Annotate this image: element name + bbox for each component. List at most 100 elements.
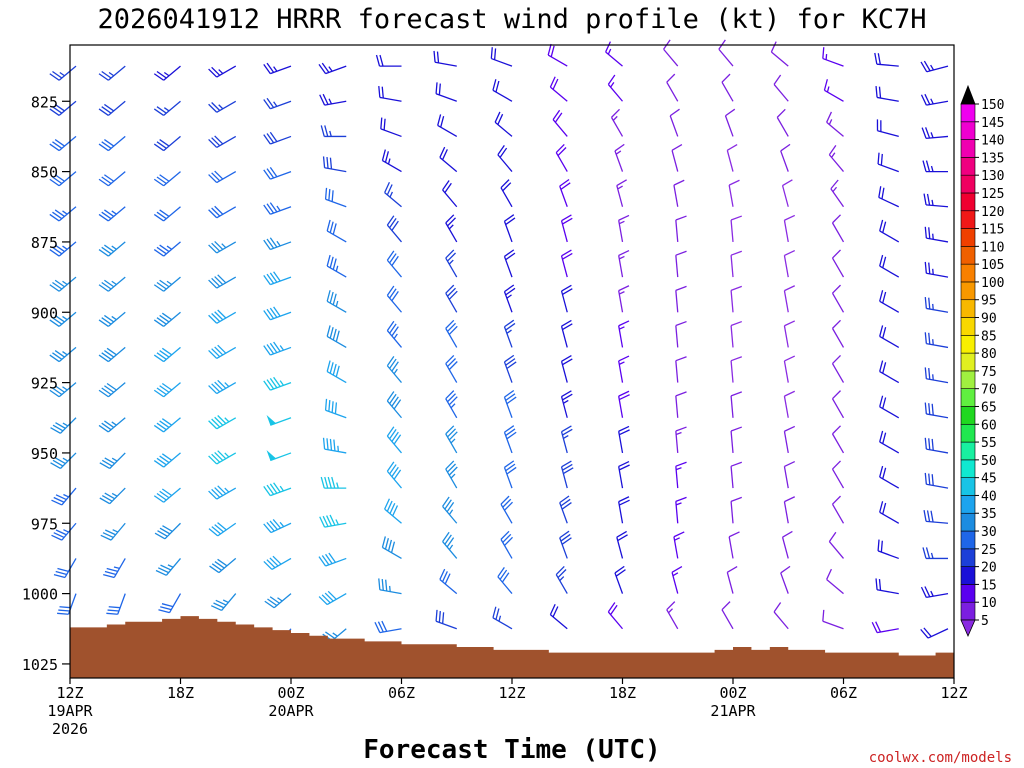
barb-staff (326, 265, 347, 278)
barb-half-feather (111, 492, 118, 497)
barb-full-feather (504, 389, 515, 398)
barb-full-feather (49, 319, 60, 327)
wind-barb (675, 285, 687, 313)
barb-full-feather (217, 485, 227, 495)
barb-full-feather (561, 460, 572, 468)
barb-full-feather (49, 354, 60, 363)
barb-full-feather (211, 563, 222, 571)
barb-full-feather (98, 424, 109, 433)
barb-full-feather (156, 106, 167, 114)
barb-staff (926, 135, 949, 139)
barb-full-feather (444, 182, 452, 193)
wind-barb (728, 179, 740, 207)
barb-half-feather (619, 361, 625, 365)
barb-staff (270, 241, 292, 251)
barb-full-feather (52, 352, 63, 360)
barb-full-feather (208, 174, 218, 184)
barb-full-feather (161, 382, 173, 391)
barb-full-feather (437, 114, 442, 126)
barb-staff (831, 222, 845, 243)
barb-staff (730, 360, 734, 383)
barb-full-feather (331, 190, 334, 202)
barb-full-feather (393, 399, 402, 410)
wind-barb (552, 109, 568, 137)
barb-full-feather (161, 488, 173, 497)
wind-barb (49, 135, 77, 152)
barb-full-feather (52, 387, 63, 396)
barb-staff (386, 330, 402, 348)
barb-staff (876, 589, 899, 595)
barb-full-feather (153, 284, 165, 292)
wind-barb (445, 354, 458, 383)
barb-staff (503, 326, 513, 348)
barb-half-feather (328, 66, 333, 72)
wind-barb (263, 237, 292, 251)
barb-half-feather (166, 280, 173, 286)
wind-barb (922, 160, 948, 173)
barb-full-feather (335, 330, 340, 342)
barb-staff (926, 100, 949, 106)
barb-full-feather (386, 320, 395, 331)
barb-staff (730, 501, 734, 524)
barb-full-feather (214, 170, 224, 180)
wind-barb (776, 108, 789, 137)
wind-barb (503, 284, 516, 313)
barb-full-feather (264, 600, 275, 609)
colorbar-label: 110 (981, 240, 1004, 255)
barb-staff (58, 100, 77, 116)
wind-barb (783, 355, 796, 383)
barb-full-feather (217, 522, 227, 531)
wind-barb (920, 60, 949, 73)
credit-text: coolwx.com/models (869, 750, 1012, 766)
barb-full-feather (269, 202, 278, 213)
barb-full-feather (669, 108, 680, 117)
barb-staff (726, 572, 734, 594)
wind-barb (445, 425, 458, 454)
barb-full-feather (266, 484, 275, 495)
barb-full-feather (384, 498, 391, 510)
barb-full-feather (920, 94, 927, 106)
barb-full-feather (673, 531, 685, 538)
barb-full-feather (922, 547, 927, 559)
barb-full-feather (925, 127, 931, 139)
barb-full-feather (159, 385, 170, 393)
barb-staff (607, 83, 623, 102)
barb-staff (879, 476, 900, 489)
barb-full-feather (495, 80, 500, 93)
wind-barb (673, 179, 685, 207)
barb-staff (445, 292, 458, 313)
barb-full-feather (776, 108, 786, 118)
wind-barb (155, 558, 181, 576)
barb-staff (831, 398, 845, 419)
barb-full-feather (211, 383, 221, 393)
barb-full-feather (269, 557, 279, 567)
barb-full-feather (156, 352, 167, 360)
barb-full-feather (444, 573, 451, 585)
barb-half-feather (111, 421, 117, 426)
chart-title: 2026041912 HRRR forecast wind profile (k… (97, 4, 926, 35)
wind-barb (559, 530, 572, 559)
barb-full-feather (882, 467, 887, 480)
barb-full-feather (385, 579, 388, 592)
wind-barb (876, 119, 899, 138)
wind-barb (831, 460, 845, 489)
barb-full-feather (504, 249, 515, 257)
barb-full-feather (504, 536, 513, 546)
y-tick-label: 875 (31, 234, 58, 252)
barb-full-feather (269, 596, 280, 604)
barb-staff (730, 395, 734, 418)
barb-half-feather (930, 590, 934, 597)
wind-barb (49, 346, 77, 363)
barb-staff (781, 185, 789, 207)
barb-staff (442, 189, 458, 208)
barb-full-feather (448, 466, 458, 476)
barb-full-feather (928, 332, 931, 345)
barb-half-feather (163, 71, 170, 77)
barb-staff (560, 220, 568, 243)
barb-full-feather (832, 319, 841, 329)
wind-barb (49, 65, 77, 81)
colorbar-label: 100 (981, 276, 1004, 291)
wind-barb (718, 39, 734, 67)
barb-staff (614, 572, 624, 594)
